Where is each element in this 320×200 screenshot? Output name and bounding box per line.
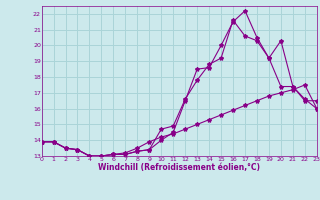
- X-axis label: Windchill (Refroidissement éolien,°C): Windchill (Refroidissement éolien,°C): [98, 163, 260, 172]
